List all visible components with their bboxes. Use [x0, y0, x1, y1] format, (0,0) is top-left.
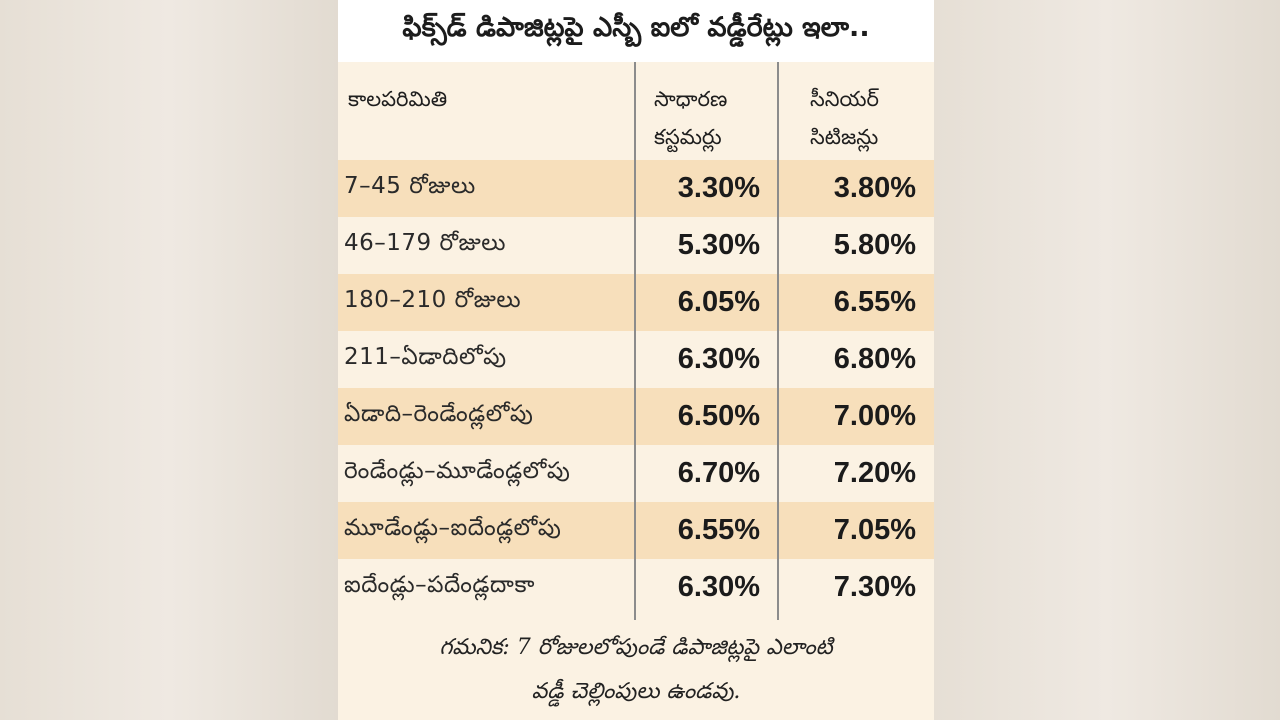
row-period: 46–179 రోజులు — [344, 229, 506, 256]
row-period: మూడేండ్లు–ఐదేండ్లలోపు — [344, 514, 562, 541]
header-senior: సీనియర్ సిటిజన్లు — [810, 87, 879, 149]
row-period: ఏడాది–రెండేండ్లలోపు — [344, 400, 534, 427]
column-divider — [634, 62, 636, 620]
table-row: ఏడాది–రెండేండ్లలోపు 6.50% 7.00% — [338, 388, 934, 445]
row-senior-rate: 3.80% — [833, 172, 916, 204]
background-right — [934, 0, 1280, 720]
row-regular-rate: 6.05% — [677, 286, 760, 318]
row-period: ఐదేండ్లు–పదేండ్లదాకా — [344, 571, 535, 598]
row-regular-rate: 6.70% — [677, 457, 760, 489]
row-period: 180–210 రోజులు — [344, 286, 522, 313]
table-row: మూడేండ్లు–ఐదేండ్లలోపు 6.55% 7.05% — [338, 502, 934, 559]
row-senior-rate: 6.55% — [833, 286, 916, 318]
row-regular-rate: 3.30% — [677, 172, 760, 204]
row-period: రెండేండ్లు–మూడేండ్లలోపు — [344, 457, 571, 484]
row-period: 7–45 రోజులు — [344, 172, 476, 199]
table-row: 7–45 రోజులు 3.30% 3.80% — [338, 160, 934, 217]
table-row: 46–179 రోజులు 5.30% 5.80% — [338, 217, 934, 274]
row-senior-rate: 7.20% — [833, 457, 916, 489]
card-title: ఫిక్స్‌డ్ డిపాజిట్లపై ఎస్బీ ఐలో వడ్డీరేట… — [338, 0, 934, 62]
table-header: కాలపరిమితి సాధారణ కస్టమర్లు సీనియర్ సిటి… — [338, 62, 934, 160]
table-row: రెండేండ్లు–మూడేండ్లలోపు 6.70% 7.20% — [338, 445, 934, 502]
rates-card: ఫిక్స్‌డ్ డిపాజిట్లపై ఎస్బీ ఐలో వడ్డీరేట… — [338, 0, 934, 720]
row-regular-rate: 6.30% — [677, 571, 760, 603]
header-period: కాలపరిమితి — [348, 87, 448, 111]
row-regular-rate: 6.50% — [677, 400, 760, 432]
row-regular-rate: 6.30% — [677, 343, 760, 375]
row-senior-rate: 7.30% — [833, 571, 916, 603]
table-row: 211–ఏడాదిలోపు 6.30% 6.80% — [338, 331, 934, 388]
row-period: 211–ఏడాదిలోపు — [344, 343, 507, 370]
footnote: గమనిక: 7 రోజులలోపుండే డిపాజిట్లపై ఎలాంటి… — [338, 620, 934, 720]
row-senior-rate: 7.00% — [833, 400, 916, 432]
row-senior-rate: 5.80% — [833, 229, 916, 261]
row-senior-rate: 7.05% — [833, 514, 916, 546]
row-regular-rate: 5.30% — [677, 229, 760, 261]
row-regular-rate: 6.55% — [677, 514, 760, 546]
row-senior-rate: 6.80% — [833, 343, 916, 375]
background-left — [0, 0, 338, 720]
header-regular: సాధారణ కస్టమర్లు — [654, 87, 728, 149]
table-row: ఐదేండ్లు–పదేండ్లదాకా 6.30% 7.30% — [338, 559, 934, 616]
column-divider — [777, 62, 779, 620]
table-row: 180–210 రోజులు 6.05% 6.55% — [338, 274, 934, 331]
